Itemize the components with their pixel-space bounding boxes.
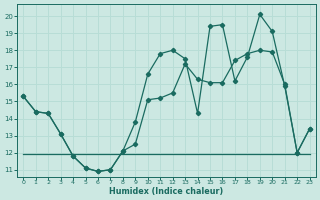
X-axis label: Humidex (Indice chaleur): Humidex (Indice chaleur) bbox=[109, 187, 224, 196]
